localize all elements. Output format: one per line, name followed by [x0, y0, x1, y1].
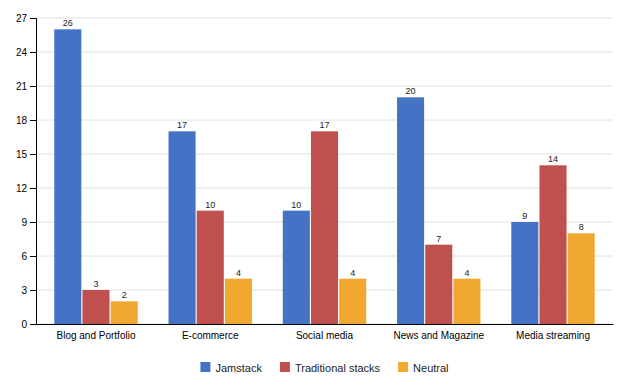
legend: Jamstack Traditional stacks Neutral [200, 362, 448, 374]
data-label: 8 [579, 222, 584, 232]
data-label: 10 [291, 200, 301, 210]
bar-series [111, 233, 595, 324]
data-label: 10 [205, 200, 215, 210]
y-tick: 18 [16, 115, 36, 126]
legend-item: Neutral [398, 362, 448, 374]
bar [111, 301, 138, 324]
data-label: 4 [236, 268, 241, 278]
data-labels: 26 17 10 20 9 3 10 17 7 14 2 4 4 4 8 [63, 18, 584, 300]
bar [568, 233, 595, 324]
y-tick-label: 0 [21, 319, 27, 330]
plot: 26171020931017714244480369121518212427Bl… [16, 13, 614, 341]
y-tick: 21 [16, 81, 36, 92]
data-label: 26 [63, 18, 73, 28]
x-tick: Blog and Portfolio [57, 330, 136, 341]
y-tick: 3 [21, 285, 36, 296]
bar [339, 279, 366, 324]
data-label: 14 [548, 154, 558, 164]
bar [539, 165, 566, 324]
x-tick-label: News and Magazine [393, 330, 484, 341]
bar [453, 279, 480, 324]
legend-label: Jamstack [215, 362, 262, 374]
y-tick: 12 [16, 183, 36, 194]
data-label: 9 [522, 211, 527, 221]
y-tick: 27 [16, 13, 36, 24]
y-tick-label: 15 [16, 149, 28, 160]
x-tick-label: E-commerce [182, 330, 239, 341]
data-label: 20 [406, 86, 416, 96]
bar [283, 211, 310, 324]
bar [511, 222, 538, 324]
legend-item: Traditional stacks [280, 362, 381, 374]
legend-swatch [280, 362, 290, 372]
grid-line [36, 18, 613, 19]
y-tick-label: 9 [21, 217, 27, 228]
bar [397, 97, 424, 324]
grid [36, 18, 613, 324]
y-tick-mark [30, 86, 36, 87]
y-tick-mark [30, 222, 36, 223]
y-tick-mark [30, 188, 36, 189]
bar [311, 131, 338, 324]
grid-line [36, 52, 613, 53]
x-tick: News and Magazine [393, 330, 484, 341]
y-tick-label: 27 [16, 13, 28, 24]
legend-swatch [398, 362, 408, 372]
y-tick-label: 21 [16, 81, 28, 92]
y-tick-label: 12 [16, 183, 28, 194]
x-tick: E-commerce [182, 330, 239, 341]
legend-label: Neutral [413, 362, 448, 374]
bars [54, 29, 594, 324]
legend-item: Jamstack [200, 362, 262, 374]
chart: 26171020931017714244480369121518212427Bl… [0, 0, 627, 386]
bar-series [82, 131, 566, 324]
bar [425, 245, 452, 324]
data-label: 17 [177, 120, 187, 130]
bar [197, 211, 224, 324]
x-tick: Media streaming [516, 330, 590, 341]
y-tick: 9 [21, 217, 36, 228]
y-tick: 24 [16, 47, 36, 58]
bar [54, 29, 81, 324]
y-axis-line [30, 19, 37, 325]
y-tick-mark [30, 18, 36, 19]
bar [225, 279, 252, 324]
data-label: 2 [122, 290, 127, 300]
y-axis: 0 3 6 9 12 15 18 21 24 27 [16, 13, 37, 330]
data-label: 4 [350, 268, 355, 278]
data-label: 17 [319, 120, 329, 130]
y-tick-mark [30, 154, 36, 155]
data-label: 3 [93, 279, 98, 289]
bar [169, 131, 196, 324]
y-tick-label: 24 [16, 47, 28, 58]
bar-series [54, 29, 538, 324]
x-tick-label: Media streaming [516, 330, 590, 341]
y-tick: 15 [16, 149, 36, 160]
y-tick-label: 3 [21, 285, 27, 296]
y-tick-label: 6 [21, 251, 27, 262]
x-tick-label: Blog and Portfolio [57, 330, 136, 341]
y-tick-mark [30, 52, 36, 53]
data-label: 7 [436, 234, 441, 244]
legend-label: Traditional stacks [295, 362, 381, 374]
x-axis: Blog and Portfolio E-commerce Social media… [37, 325, 614, 342]
legend-swatch [200, 362, 210, 372]
bar [82, 290, 109, 324]
x-axis-line [37, 324, 614, 325]
y-tick-mark [30, 290, 36, 291]
y-tick: 0 [21, 319, 36, 330]
x-tick-label: Social media [296, 330, 354, 341]
grid-line [36, 86, 613, 87]
y-tick-mark [30, 120, 36, 121]
data-label: 4 [464, 268, 469, 278]
y-tick-mark [30, 324, 36, 325]
y-tick-label: 18 [16, 115, 28, 126]
y-tick: 6 [21, 251, 36, 262]
y-tick-mark [30, 256, 36, 257]
x-tick: Social media [296, 330, 354, 341]
